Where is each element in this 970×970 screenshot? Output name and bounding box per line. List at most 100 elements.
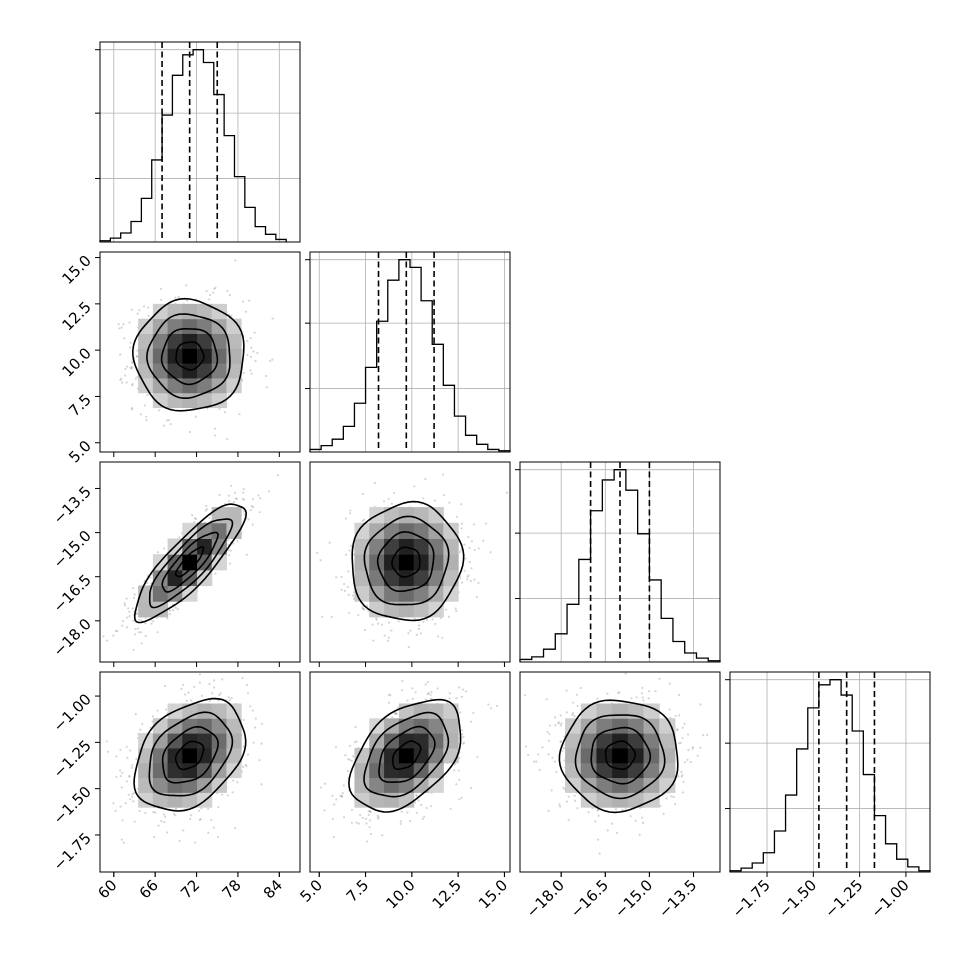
sample-point: [387, 693, 391, 696]
sample-point: [116, 629, 119, 633]
density-cell: [428, 718, 444, 734]
sample-point: [193, 520, 196, 524]
sample-point: [442, 494, 446, 497]
sample-point: [355, 740, 358, 743]
density-cell: [182, 718, 198, 734]
sample-point: [319, 786, 322, 789]
sample-point: [256, 351, 259, 355]
sample-point: [347, 758, 350, 761]
density-cell: [413, 747, 430, 764]
sample-point: [365, 840, 369, 843]
sample-point: [389, 694, 392, 697]
density-cell: [182, 747, 198, 764]
sample-point: [352, 755, 355, 758]
sample-point: [174, 814, 177, 817]
sample-point: [357, 822, 360, 825]
sample-point: [131, 795, 134, 799]
sample-point: [134, 377, 137, 380]
sample-point: [180, 687, 183, 691]
sample-point: [413, 801, 417, 804]
sample-point: [141, 723, 144, 726]
sample-point: [152, 620, 155, 623]
sample-point: [112, 802, 115, 805]
sample-point: [252, 350, 255, 353]
scatter-panel-1-2: [309, 461, 511, 663]
sample-point: [159, 287, 163, 291]
contour-0-1: [160, 328, 219, 386]
density-cell: [443, 538, 459, 555]
density-cell: [384, 507, 400, 524]
sample-point: [137, 631, 141, 634]
sample-point: [214, 427, 217, 430]
sample-point: [257, 494, 260, 497]
sample-point: [252, 741, 255, 744]
sample-point: [205, 508, 209, 511]
sample-point: [128, 610, 131, 613]
sample-point: [232, 542, 235, 545]
sample-point: [458, 756, 461, 760]
density-cell: [354, 777, 370, 793]
sample-point: [361, 519, 364, 523]
sample-point: [227, 393, 230, 396]
density-cell: [443, 569, 459, 587]
density-cell: [152, 392, 169, 409]
sample-point: [219, 692, 222, 695]
sample-point: [198, 673, 202, 676]
density-cell: [197, 303, 213, 320]
sample-point: [271, 317, 274, 320]
sample-point: [143, 404, 146, 407]
sample-point: [254, 717, 257, 720]
sample-point: [433, 499, 436, 502]
sample-point: [458, 778, 461, 781]
density-cell: [226, 318, 242, 334]
sample-point: [144, 811, 147, 815]
sample-point: [473, 578, 476, 581]
sample-point: [430, 690, 433, 694]
sample-point: [147, 314, 150, 317]
density-cell: [384, 777, 400, 793]
density-cell: [226, 733, 242, 749]
sample-point: [249, 355, 253, 358]
scatter-frame-0-3: [99, 671, 301, 873]
sample-point: [124, 604, 127, 607]
sample-point: [214, 572, 217, 575]
sample-point: [226, 538, 230, 542]
sample-point: [156, 551, 160, 554]
sample-point: [425, 806, 428, 810]
sample-point: [246, 340, 249, 343]
density-cell: [413, 777, 430, 793]
contour-0-2: [146, 313, 231, 400]
sample-point: [120, 381, 124, 384]
density-cell: [197, 348, 213, 364]
sample-point: [460, 796, 463, 799]
sample-point: [347, 570, 350, 573]
sample-point: [249, 337, 252, 340]
sample-point: [343, 589, 346, 592]
density-cell: [182, 554, 198, 571]
sample-point: [205, 290, 208, 293]
sample-point: [571, 712, 574, 715]
sample-point: [227, 696, 230, 699]
sample-point: [120, 786, 123, 789]
sample-point: [251, 506, 255, 509]
sample-point: [189, 814, 192, 817]
sample-point: [102, 635, 105, 638]
histogram-frame-0: [99, 41, 301, 243]
sample-point: [157, 824, 160, 827]
sample-point: [132, 791, 136, 795]
sample-point: [185, 284, 188, 287]
sample-point: [242, 491, 245, 494]
sample-point: [341, 794, 344, 798]
density-cell: [413, 718, 430, 734]
sample-point: [459, 711, 462, 714]
sample-point: [131, 384, 134, 387]
density-cell: [369, 777, 385, 793]
sample-point: [152, 811, 155, 814]
sample-point: [210, 818, 213, 822]
panel-content-4: [319, 679, 499, 843]
sample-point: [236, 781, 239, 784]
sample-point: [642, 699, 645, 702]
sample-point: [430, 697, 433, 700]
density-cell: [152, 601, 169, 618]
sample-point: [209, 293, 212, 297]
